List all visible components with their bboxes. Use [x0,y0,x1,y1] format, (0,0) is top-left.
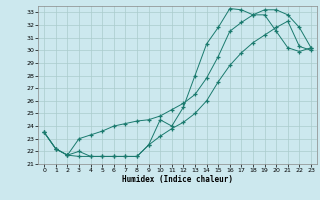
X-axis label: Humidex (Indice chaleur): Humidex (Indice chaleur) [122,175,233,184]
